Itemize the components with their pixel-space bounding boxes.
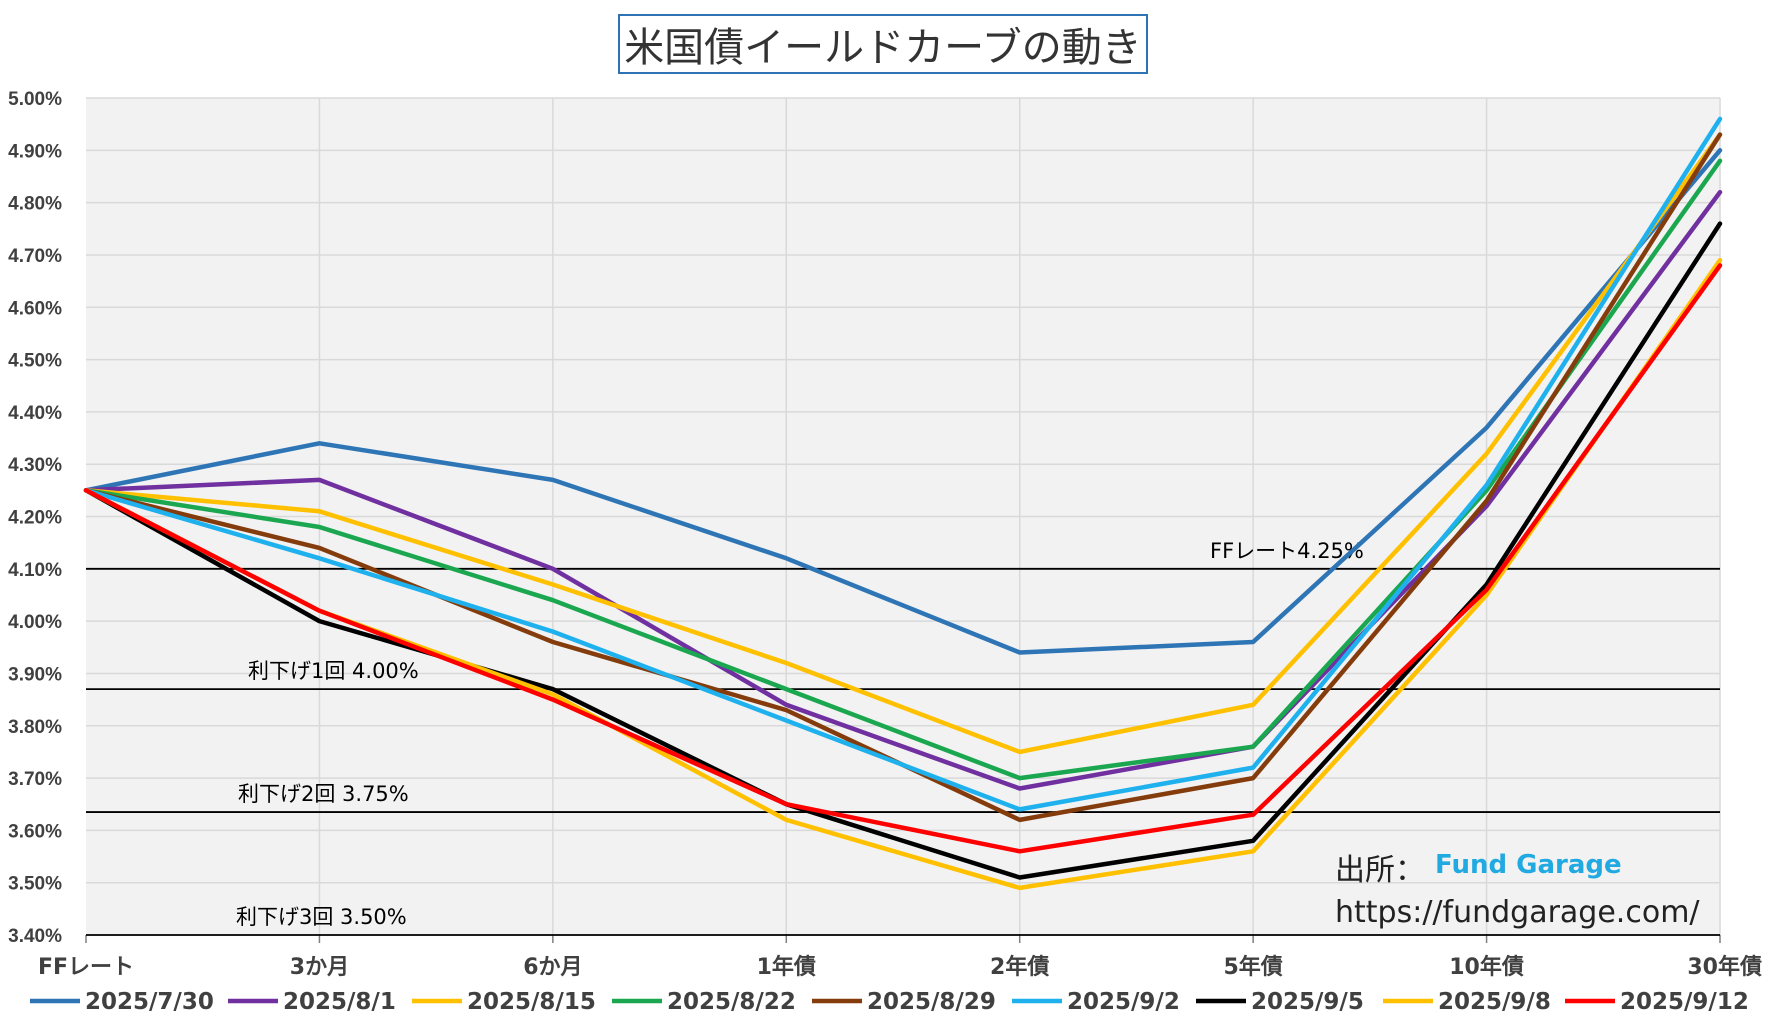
series-line: [83, 116, 1723, 812]
y-tick-label: 5.00%: [8, 89, 62, 110]
x-tick-label: FFレート: [38, 955, 134, 980]
reference-line-label: FFレート4.25%: [1210, 539, 1364, 563]
series-line: [83, 263, 1723, 854]
x-tick-label: 10年債: [1449, 954, 1524, 980]
y-tick-label: 4.70%: [8, 246, 62, 267]
y-tick-label: 4.30%: [8, 455, 62, 476]
legend-label: 2025/8/22: [667, 989, 796, 1015]
legend-label: 2025/9/2: [1067, 989, 1180, 1015]
y-tick-label: 4.50%: [8, 351, 62, 372]
x-tick-label: 1年債: [757, 954, 816, 980]
series-line: [83, 132, 1723, 755]
y-tick-label: 4.40%: [8, 403, 62, 424]
x-tick-label: 6か月: [523, 955, 582, 980]
y-tick-label: 4.20%: [8, 508, 62, 529]
y-tick-label: 3.50%: [8, 874, 62, 895]
y-tick-label: 3.90%: [8, 664, 62, 685]
x-tick-label: 2年債: [990, 954, 1049, 980]
y-tick-label: 4.90%: [8, 141, 62, 162]
y-tick-label: 4.00%: [8, 612, 62, 633]
source-label: 出所：: [1335, 853, 1425, 888]
y-tick-label: 3.60%: [8, 821, 62, 842]
chart-title: 米国債イールドカーブの動き: [618, 14, 1148, 74]
legend-label: 2025/9/5: [1251, 989, 1364, 1015]
y-tick-label: 3.80%: [8, 717, 62, 738]
series-line: [83, 148, 1723, 655]
x-tick-label: 5年債: [1223, 954, 1282, 980]
y-tick-label: 3.70%: [8, 769, 62, 790]
legend-label: 2025/9/8: [1438, 989, 1551, 1015]
reference-line-label: 利下げ1回 4.00%: [248, 659, 419, 683]
y-tick-label: 3.40%: [8, 926, 62, 947]
legend-label: 2025/8/1: [283, 989, 396, 1015]
legend-label: 2025/7/30: [85, 989, 214, 1015]
source-name: Fund Garage: [1435, 850, 1622, 880]
y-tick-label: 4.10%: [8, 560, 62, 581]
x-tick-label: 30年債: [1687, 954, 1762, 980]
reference-line-label: 利下げ2回 3.75%: [238, 782, 409, 806]
x-tick-label: 3か月: [290, 955, 349, 980]
legend-label: 2025/9/12: [1620, 989, 1749, 1015]
y-tick-label: 4.80%: [8, 194, 62, 215]
source-url: https://fundgarage.com/: [1335, 895, 1700, 930]
y-tick-label: 4.60%: [8, 298, 62, 319]
legend-label: 2025/8/29: [867, 989, 996, 1015]
legend-label: 2025/8/15: [467, 989, 596, 1015]
reference-line-label: 利下げ3回 3.50%: [236, 905, 407, 929]
